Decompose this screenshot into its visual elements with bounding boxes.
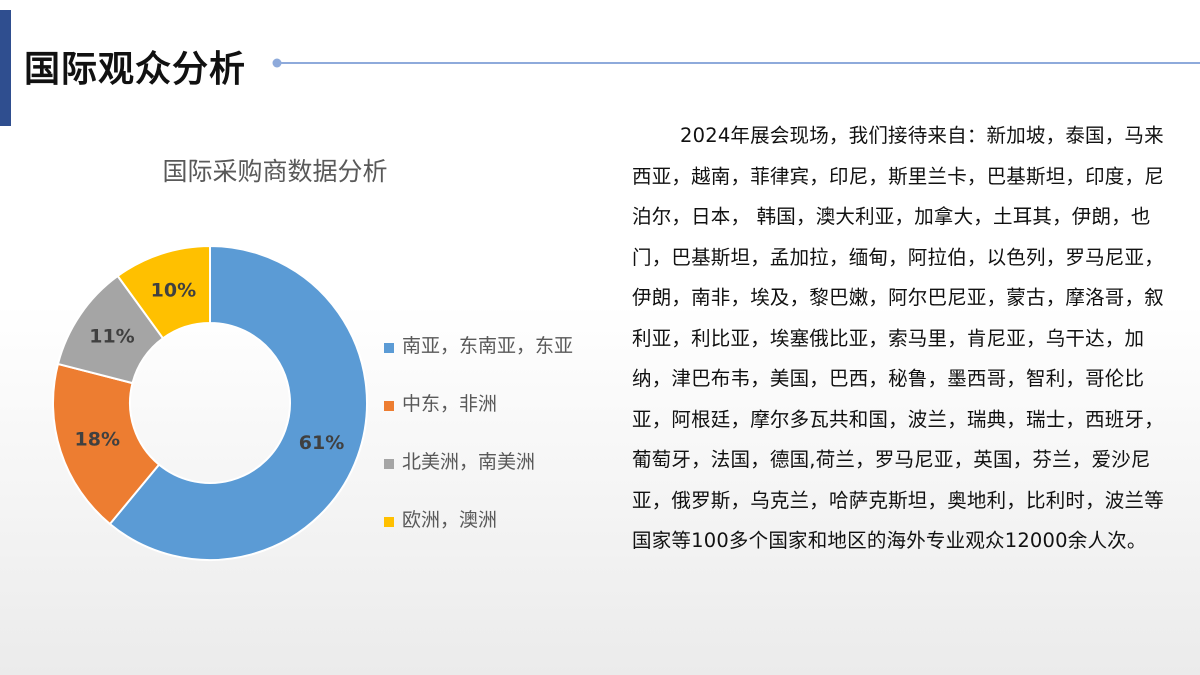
- title-divider-line: [272, 58, 1200, 68]
- donut-slice: [52, 362, 161, 526]
- legend-swatch: [384, 401, 394, 411]
- slice-data-label: 18%: [75, 429, 120, 451]
- chart-legend: 南亚，东南亚，东亚 中东，非洲 北美洲，南美洲 欧洲，澳洲: [380, 318, 620, 550]
- slice-data-label: 11%: [89, 325, 134, 347]
- title-accent-bar: [0, 10, 11, 126]
- legend-label: 中东，非洲: [402, 393, 498, 415]
- legend-item: 北美洲，南美洲: [380, 434, 620, 492]
- legend-swatch: [384, 459, 394, 469]
- legend-swatch: [384, 517, 394, 527]
- donut-chart: 61% 18% 11% 10%: [52, 244, 368, 561]
- legend-label: 欧洲，澳洲: [402, 509, 498, 531]
- page-title: 国际观众分析: [24, 49, 247, 90]
- legend-item: 南亚，东南亚，东亚: [380, 318, 620, 376]
- legend-item: 中东，非洲: [380, 376, 620, 434]
- legend-item: 欧洲，澳洲: [380, 492, 620, 550]
- chart-title: 国际采购商数据分析: [162, 157, 388, 186]
- slice-data-label: 10%: [151, 279, 196, 301]
- donut-slice: [116, 244, 211, 340]
- legend-swatch: [384, 343, 394, 353]
- visitor-description: 2024年展会现场，我们接待来自：新加坡，泰国，马来西亚，越南，菲律宾，印尼，斯…: [632, 124, 1164, 552]
- legend-label: 南亚，东南亚，东亚: [402, 335, 574, 357]
- donut-slice: [108, 244, 368, 561]
- legend-label: 北美洲，南美洲: [402, 451, 536, 473]
- slice-data-label: 61%: [299, 432, 344, 454]
